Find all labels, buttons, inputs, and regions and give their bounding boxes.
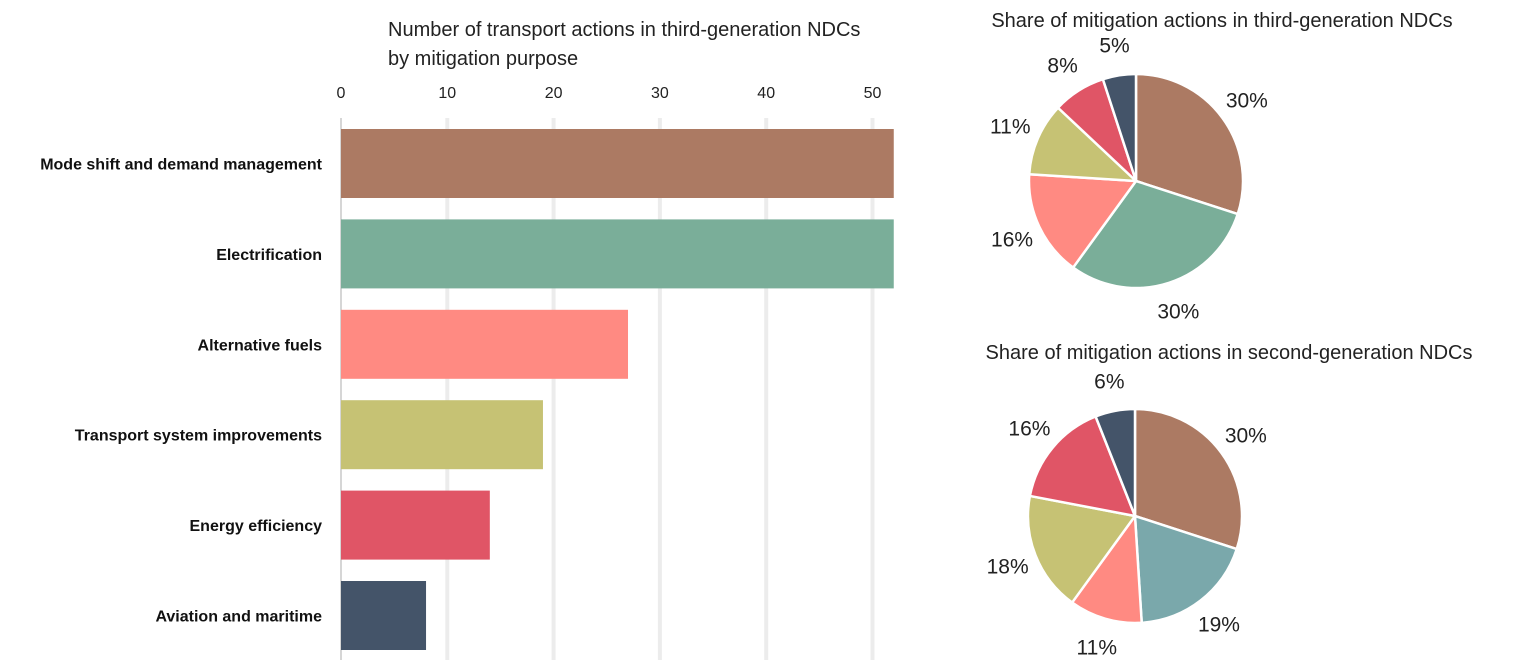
pie-chart-third-generation: Share of mitigation actions in third-gen… [990, 10, 1453, 323]
pie1-slice-label-3: 16% [991, 228, 1033, 251]
x-tick-label-0: 0 [337, 85, 346, 102]
pie2-slice-label-4: 18% [987, 555, 1029, 578]
pie1-slice-1 [1134, 72, 1245, 216]
bar-category-labels: Mode shift and demand management Electrif… [40, 157, 322, 626]
pie2-slice-label-6: 6% [1094, 370, 1124, 393]
pie1-slice-label-6: 5% [1099, 35, 1129, 58]
x-tick-label-10: 10 [438, 85, 456, 102]
bar-1 [341, 129, 894, 198]
category-label-2: Electrification [216, 247, 322, 264]
category-label-1: Mode shift and demand management [40, 157, 322, 174]
bar-6 [341, 581, 427, 650]
pie2-slice-label-5: 16% [1008, 418, 1050, 441]
pie2-slice-label-1: 30% [1225, 424, 1267, 447]
bar-4 [341, 400, 543, 470]
pie2-slice-4 [1026, 494, 1137, 604]
pie1-slice-6 [1101, 72, 1138, 183]
bar-series [341, 129, 894, 650]
bar-3 [341, 309, 629, 379]
bar-chart-title-line-1: Number of transport actions in third-gen… [388, 19, 860, 41]
pie1-slice-2 [1071, 179, 1240, 290]
x-tick-label-20: 20 [545, 85, 563, 102]
bar-gridlines [340, 118, 875, 660]
bar-5 [341, 490, 490, 560]
pie1-slice-label-2: 30% [1157, 300, 1199, 323]
pie2-slice-label-2: 19% [1198, 613, 1240, 636]
pie1-slice-label-1: 30% [1226, 89, 1268, 112]
bar-x-tick-labels: 0 10 20 30 40 50 [337, 85, 882, 102]
pie2-slice-label-3: 11% [1077, 637, 1117, 660]
category-label-4: Transport system improvements [75, 428, 322, 445]
pie2-slice-3 [1070, 514, 1143, 625]
category-label-6: Aviation and maritime [155, 609, 322, 626]
pie1-slice-label-5: 8% [1047, 54, 1077, 77]
pie2-slice-1 [1133, 407, 1244, 551]
pie-chart-third-generation-title: Share of mitigation actions in third-gen… [991, 10, 1452, 32]
x-tick-label-30: 30 [651, 85, 669, 102]
bar-chart-title-line-2: by mitigation purpose [388, 48, 578, 70]
pie2-slice-2 [1133, 514, 1239, 625]
pie-chart-second-generation: Share of mitigation actions in second-ge… [986, 342, 1473, 660]
x-tick-label-50: 50 [864, 85, 882, 102]
pie-third-generation-slices: 30% 30% 16% 11% 8% 5% [990, 35, 1268, 324]
pie1-slice-3 [1027, 173, 1138, 269]
pie-chart-second-generation-title: Share of mitigation actions in second-ge… [986, 342, 1473, 364]
pie1-slice-4 [1027, 106, 1138, 183]
category-label-3: Alternative fuels [198, 337, 323, 354]
pie-second-generation-slices: 30% 19% 11% 18% 16% 6% [987, 370, 1267, 659]
pie2-slice-6 [1094, 407, 1137, 518]
pie2-slice-5 [1028, 415, 1137, 518]
category-label-5: Energy efficiency [190, 518, 323, 535]
bar-chart: Number of transport actions in third-gen… [40, 19, 894, 660]
pie1-slice-label-4: 11% [990, 116, 1030, 139]
bar-2 [341, 219, 894, 289]
x-tick-label-40: 40 [757, 85, 775, 102]
